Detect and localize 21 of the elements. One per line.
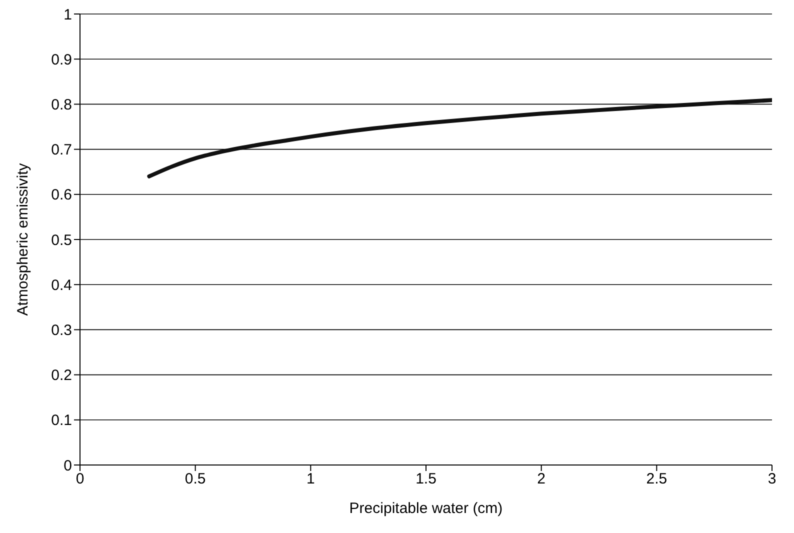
x-tick-label: 0 (76, 470, 84, 488)
line-series (147, 98, 772, 178)
y-tick-label: 0.5 (51, 232, 72, 249)
x-tick-label: 3 (768, 470, 776, 488)
y-tick-label: 0.9 (51, 51, 72, 68)
x-tick-label: 2.5 (646, 470, 668, 488)
y-tick-label: 0.2 (51, 367, 72, 384)
y-tick-label: 0.6 (51, 186, 72, 204)
y-tick-label: 0.8 (51, 96, 72, 114)
y-tick-label: 0 (64, 457, 72, 474)
y-tick-label: 0.4 (51, 276, 72, 294)
x-tick-label: 0.5 (184, 470, 206, 488)
y-tick-label: 0.7 (51, 142, 72, 159)
y-tick-label: 0.1 (51, 412, 72, 430)
x-tick-label: 2 (537, 470, 546, 488)
y-tick-label: 1 (64, 6, 72, 24)
x-tick-label: 1.5 (416, 470, 436, 488)
y-tick-label: 0.3 (51, 322, 72, 340)
x-tick-label: 1 (306, 470, 315, 488)
x-axis-title: Precipitable water (cm) (349, 500, 503, 517)
y-axis-title: Atmospheric emissivity (14, 162, 32, 316)
